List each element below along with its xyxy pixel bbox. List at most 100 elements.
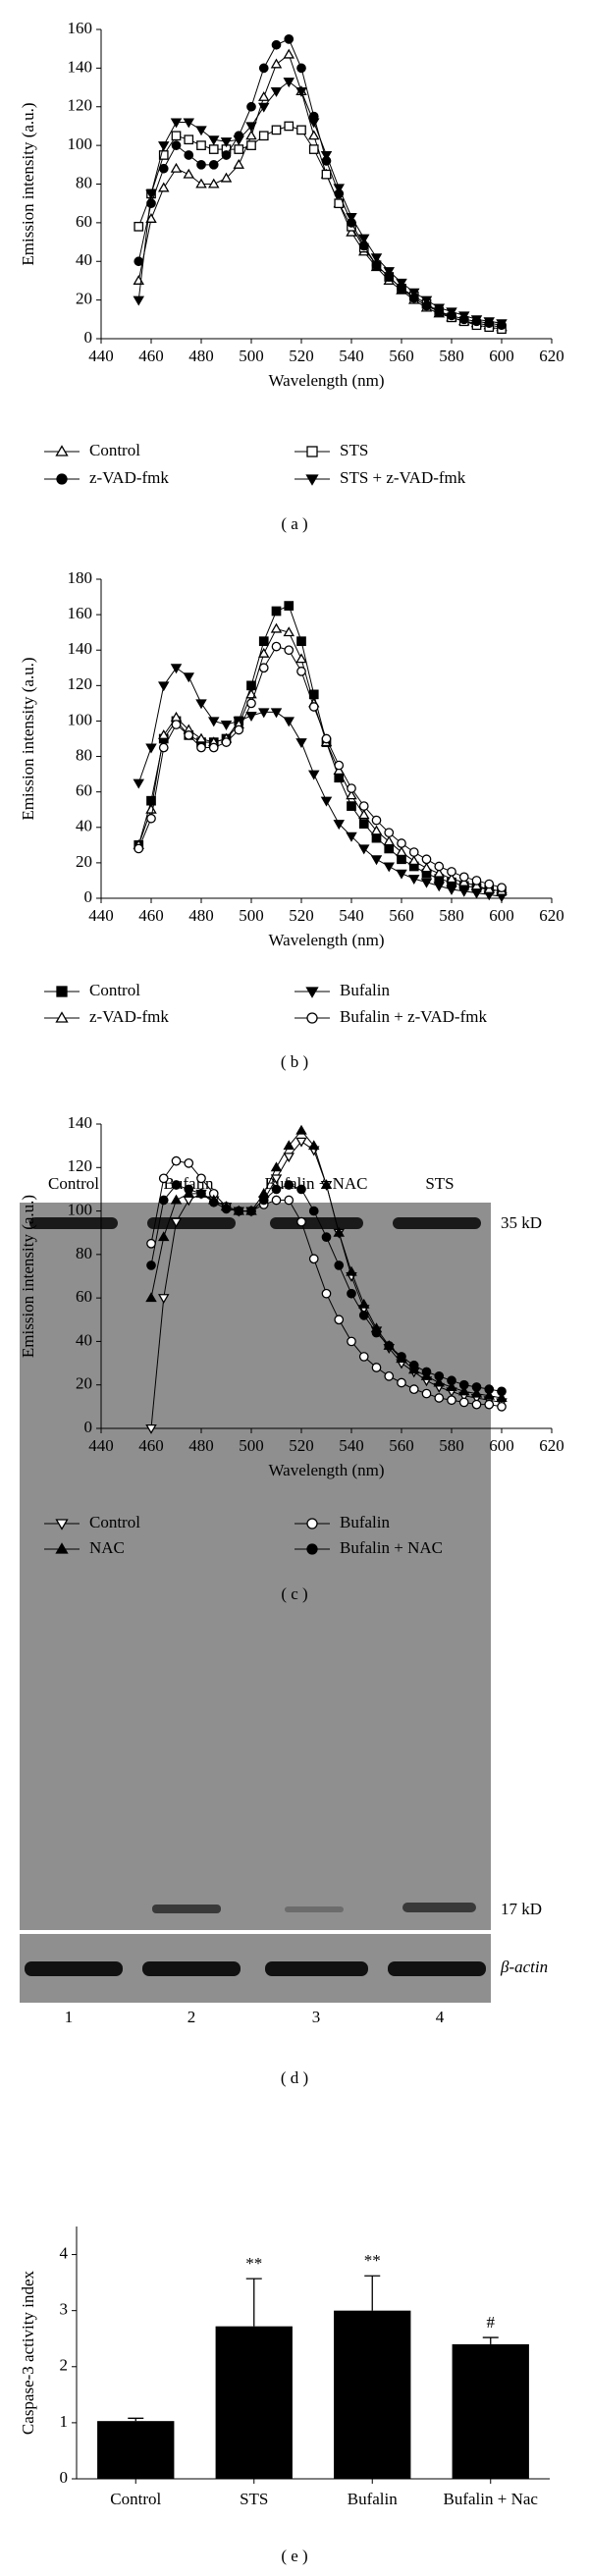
x-tick-label: 440 [88,906,114,925]
marker [246,101,256,112]
marker [158,163,169,174]
marker [446,307,457,318]
legend-label: Bufalin [340,1513,390,1531]
x-tick-label: 560 [389,906,414,925]
y-tick-label: 0 [84,328,93,347]
x-tick-label: 480 [188,1436,214,1455]
y-tick-label: 140 [68,57,93,76]
x-tick-label: 620 [539,347,564,365]
legend-label: Control [89,441,140,459]
marker [421,1388,432,1399]
legend-label: Bufalin + NAC [340,1538,443,1557]
marker [158,1231,170,1242]
x-tick-label: 440 [88,347,114,365]
marker [184,730,194,740]
marker [371,815,382,826]
marker [270,1174,283,1185]
marker [397,854,406,865]
series-line [137,38,503,326]
marker [408,288,420,298]
y-tick-label: 140 [68,1113,93,1132]
y-tick-label: 140 [68,639,93,658]
x-tick-label: 520 [289,1436,314,1455]
marker [208,159,219,170]
marker [334,1315,345,1325]
x-tick-label: 560 [389,347,414,365]
marker [284,1180,294,1190]
bar [452,2343,529,2479]
marker [433,882,445,892]
x-tick-label: 440 [88,1436,114,1455]
marker [208,135,220,146]
marker [258,102,270,113]
marker [208,1197,219,1208]
marker [447,1395,456,1406]
marker [370,253,383,264]
marker [383,835,395,846]
marker [308,144,319,154]
marker [396,869,407,880]
band-actin [25,1961,486,1976]
marker-label: 17 kD [501,1900,542,1918]
marker [284,645,294,656]
marker [434,861,445,872]
y-axis-title: Caspase-3 activity index [19,2270,37,2435]
y-tick-label: 120 [68,96,93,115]
marker [420,862,433,873]
marker [246,1206,256,1216]
marker [246,140,256,150]
marker [470,1387,483,1398]
blot-membrane [20,1203,491,2003]
marker [447,1375,456,1386]
x-tick-label: 460 [138,1436,164,1455]
marker [195,732,207,743]
marker [347,1336,356,1347]
x-tick-label: 540 [339,906,364,925]
y-tick-label: 60 [76,781,92,800]
marker [458,872,469,883]
marker [383,267,395,278]
marker [258,663,269,673]
marker [233,135,244,146]
marker [196,742,206,753]
y-tick-label: 120 [68,674,93,693]
marker [170,118,183,129]
marker [347,783,356,793]
marker [434,1393,445,1403]
marker [270,708,283,719]
legend-label: Control [89,1513,140,1531]
marker [283,78,294,88]
marker [408,1360,419,1370]
series-line [137,646,503,888]
marker [470,315,483,326]
marker [271,125,282,135]
marker [233,158,244,169]
marker [196,140,206,150]
marker [305,987,319,998]
marker [55,1011,69,1023]
marker [271,1184,282,1195]
marker [447,867,456,877]
y-axis-title: Emission intensity (a.u.) [19,102,37,265]
x-tick-label: 620 [539,906,564,925]
marker [347,801,356,811]
marker [283,1140,294,1151]
marker [270,622,283,633]
panel-label: ( a ) [281,514,307,533]
marker [497,1402,507,1412]
lane-number: 3 [312,2008,321,2026]
marker [283,626,294,637]
marker [195,126,207,136]
bar [334,2310,411,2479]
marker [196,1173,206,1184]
marker [383,862,395,873]
marker [308,118,320,129]
marker [270,86,283,97]
marker [458,1385,470,1396]
y-tick-label: 40 [76,250,92,269]
x-axis-title: Wavelength (nm) [268,931,384,949]
x-tick-label: 620 [539,1436,564,1455]
marker [245,712,257,722]
marker [271,1195,282,1206]
